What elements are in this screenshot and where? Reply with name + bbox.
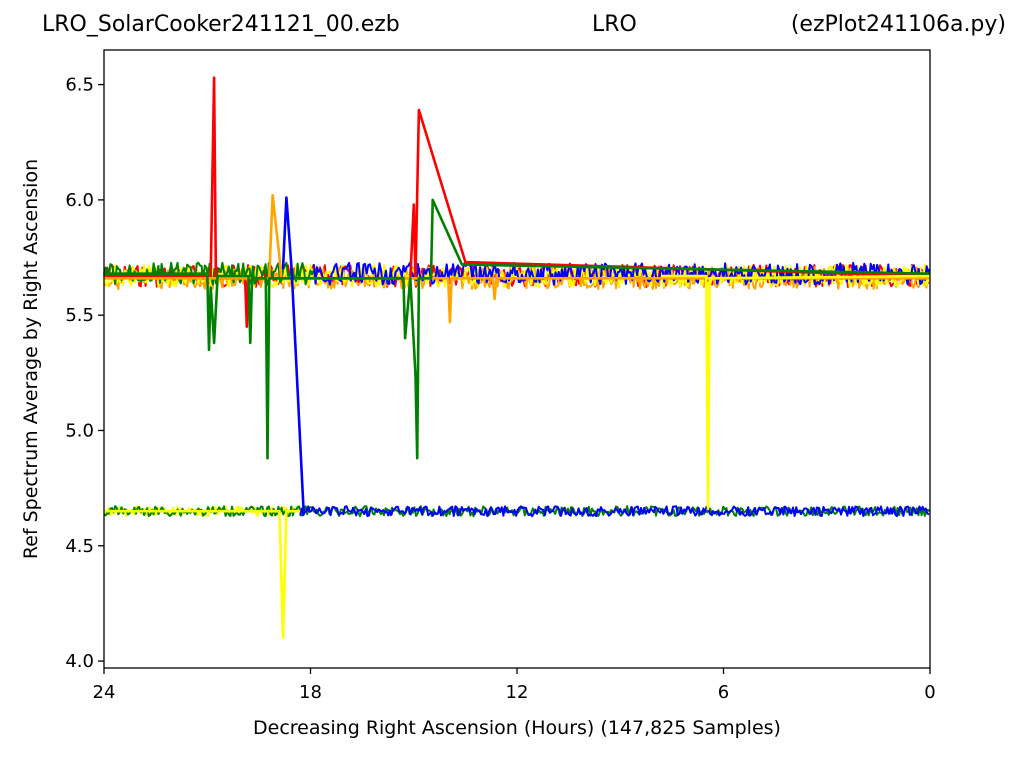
x-tick-label: 0 — [924, 682, 935, 703]
y-axis-ticks: 4.0 4.5 5.0 5.5 6.0 6.5 — [65, 75, 104, 672]
x-tick-label: 18 — [299, 682, 322, 703]
y-tick-label: 4.5 — [65, 536, 94, 557]
series-line-3 — [661, 274, 931, 511]
series-lines — [104, 76, 931, 640]
y-tick-label: 6.0 — [65, 190, 94, 211]
script-name-title: (ezPlot241106a.py) — [790, 12, 1006, 37]
series-line-1 — [104, 194, 930, 324]
y-tick-label: 5.5 — [65, 305, 94, 326]
y-tick-label: 6.5 — [65, 75, 94, 96]
y-axis-label: Ref Spectrum Average by Right Ascension — [20, 159, 42, 559]
series-line-4 — [104, 198, 931, 460]
y-tick-label: 4.0 — [65, 651, 94, 672]
x-axis-label: Decreasing Right Ascension (Hours) (147,… — [253, 717, 781, 739]
plot-frame — [103, 49, 931, 669]
x-tick-label: 12 — [506, 682, 529, 703]
y-tick-label: 5.0 — [65, 420, 94, 441]
series-line-2 — [104, 509, 301, 640]
series-line-5 — [281, 196, 305, 512]
site-title: LRO — [592, 12, 637, 37]
series-band-4-0 — [103, 261, 315, 286]
x-tick-label: 24 — [93, 682, 116, 703]
noise-bands — [103, 261, 931, 518]
file-name-title: LRO_SolarCooker241121_00.ezb — [42, 12, 400, 37]
series-line-0 — [104, 76, 931, 328]
x-axis-ticks: 24 18 12 6 0 — [93, 668, 936, 703]
x-tick-label: 6 — [718, 682, 729, 703]
series-band-5-1 — [299, 505, 930, 518]
